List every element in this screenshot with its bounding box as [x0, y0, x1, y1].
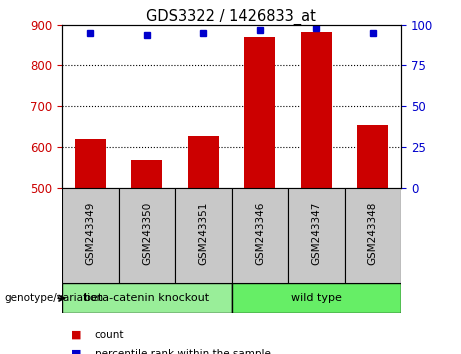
Text: beta-catenin knockout: beta-catenin knockout — [84, 293, 209, 303]
Bar — [188, 136, 219, 188]
Text: genotype/variation: genotype/variation — [5, 293, 104, 303]
Text: GSM243351: GSM243351 — [198, 202, 208, 265]
Text: ■: ■ — [71, 330, 82, 339]
Text: GDS3322 / 1426833_at: GDS3322 / 1426833_at — [146, 9, 315, 25]
Bar — [62, 188, 118, 283]
Bar — [62, 283, 231, 313]
Text: GSM243347: GSM243347 — [311, 202, 321, 265]
Bar — [175, 188, 231, 283]
Bar — [357, 125, 388, 188]
Bar — [288, 188, 344, 283]
Bar — [75, 139, 106, 188]
Bar — [118, 188, 175, 283]
Bar — [301, 32, 332, 188]
Text: ■: ■ — [71, 349, 82, 354]
Text: GSM243348: GSM243348 — [368, 202, 378, 265]
Text: percentile rank within the sample: percentile rank within the sample — [95, 349, 271, 354]
Text: wild type: wild type — [291, 293, 342, 303]
Text: GSM243350: GSM243350 — [142, 202, 152, 265]
Text: GSM243349: GSM243349 — [85, 202, 95, 265]
Bar — [231, 283, 401, 313]
Bar — [131, 160, 162, 188]
Bar — [231, 188, 288, 283]
Text: count: count — [95, 330, 124, 339]
Text: GSM243346: GSM243346 — [255, 202, 265, 265]
Bar — [344, 188, 401, 283]
Bar — [244, 37, 275, 188]
